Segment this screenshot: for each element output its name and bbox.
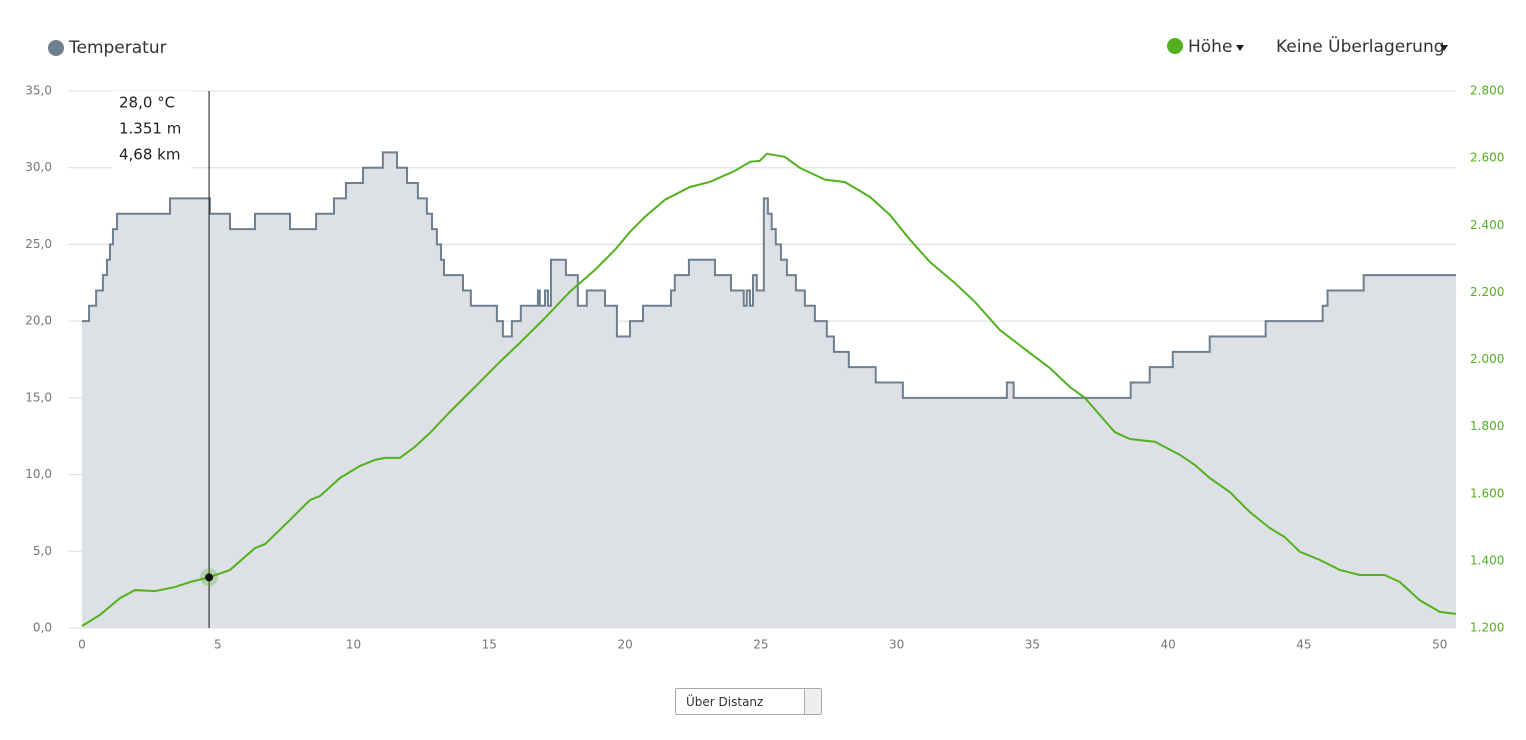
y2-tick-label: 2.000 xyxy=(1470,352,1504,366)
y2-tick-label: 2.200 xyxy=(1470,285,1504,299)
temperature-line xyxy=(82,151,1456,399)
y2-tick-label: 1.400 xyxy=(1470,553,1504,567)
axis-mode-select[interactable]: Über Distanz xyxy=(675,688,822,715)
tooltip-box xyxy=(111,91,191,171)
legend: Temperatur Höhe Keine Überlagerung xyxy=(48,35,1448,58)
hover-point xyxy=(205,573,214,582)
elevation-line xyxy=(81,152,1457,627)
y2-tick-label: 2.400 xyxy=(1470,218,1504,232)
y2-tick-label: 1.200 xyxy=(1470,621,1504,635)
legend-swatch xyxy=(48,40,64,56)
x-tick-label: 35 xyxy=(1025,638,1040,652)
y-tick-label: 15,0 xyxy=(25,390,52,404)
tooltip-label: 1.351 m xyxy=(119,120,181,138)
legend-label[interactable]: Temperatur xyxy=(68,38,167,58)
x-tick-label: 50 xyxy=(1432,638,1447,652)
y-tick-label: 0,0 xyxy=(33,621,52,635)
tooltip-label: 28,0 °C xyxy=(119,94,175,112)
select-label: Über Distanz xyxy=(686,695,764,709)
x-tick-label: 15 xyxy=(482,638,497,652)
y2-tick-label: 2.600 xyxy=(1470,151,1504,165)
x-tick-label: 30 xyxy=(889,638,904,652)
x-tick-label: 5 xyxy=(214,638,222,652)
x-tick-label: 40 xyxy=(1161,638,1176,652)
tooltip-label: 4,68 km xyxy=(119,146,180,164)
temperature-area xyxy=(82,152,1456,628)
x-tick-label: 45 xyxy=(1296,638,1311,652)
y2-tick-label: 1.800 xyxy=(1470,419,1504,433)
x-tick-label: 0 xyxy=(78,638,86,652)
y2-tick-label: 2.800 xyxy=(1470,84,1504,98)
legend-label[interactable]: Höhe xyxy=(1188,37,1232,57)
x-tick-label: 25 xyxy=(753,638,768,652)
y2-tick-label: 1.600 xyxy=(1470,486,1504,500)
x-tick-label: 20 xyxy=(617,638,632,652)
legend-swatch xyxy=(1167,38,1183,54)
dropdown-arrow xyxy=(1440,45,1448,51)
y-tick-label: 30,0 xyxy=(25,160,52,174)
select-arrow xyxy=(804,689,821,714)
overlay-menu[interactable]: Keine Überlagerung xyxy=(1276,35,1445,57)
dropdown-arrow xyxy=(1236,45,1244,51)
y-tick-label: 20,0 xyxy=(25,314,52,328)
y-tick-label: 35,0 xyxy=(25,84,52,98)
plot: 0,0 5,0 10,0 15,0 20,0 25,0 30,0 35,0 1.200 1.400… xyxy=(25,84,1504,652)
y-tick-label: 25,0 xyxy=(25,237,52,251)
y-tick-label: 5,0 xyxy=(33,544,52,558)
y-tick-label: 10,0 xyxy=(25,467,52,481)
x-tick-label: 10 xyxy=(346,638,361,652)
